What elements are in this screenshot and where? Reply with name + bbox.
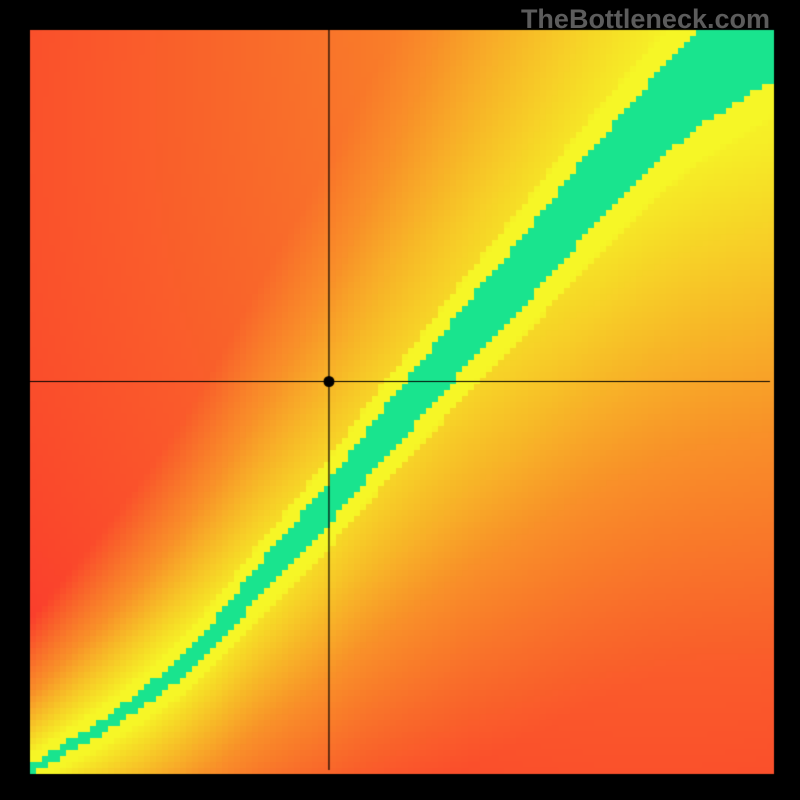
watermark-text: TheBottleneck.com <box>521 4 770 35</box>
bottleneck-heatmap <box>0 0 800 800</box>
chart-container: TheBottleneck.com <box>0 0 800 800</box>
